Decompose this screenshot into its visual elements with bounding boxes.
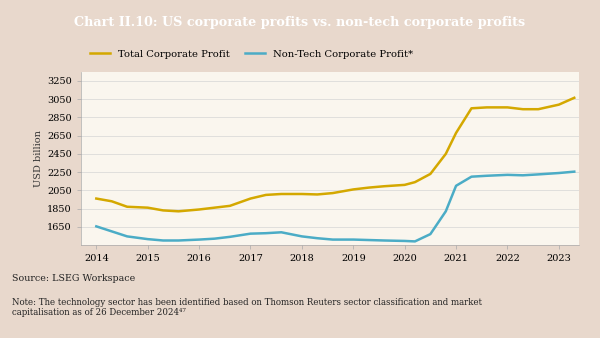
- Non-Tech Corporate Profit*: [412, 239, 419, 243]
- Non-Tech Corporate Profit*: [196, 238, 203, 242]
- Text: Source: LSEG Workspace: Source: LSEG Workspace: [12, 274, 135, 283]
- Total Corporate Profit: [160, 208, 167, 213]
- Non-Tech Corporate Profit*: [519, 173, 526, 177]
- Text: Note: The technology sector has been identified based on Thomson Reuters sector : Note: The technology sector has been ide…: [12, 298, 482, 317]
- Total Corporate Profit: [108, 199, 115, 203]
- Total Corporate Profit: [93, 196, 100, 200]
- Total Corporate Profit: [314, 192, 321, 196]
- Non-Tech Corporate Profit*: [504, 173, 511, 177]
- Total Corporate Profit: [144, 206, 151, 210]
- Total Corporate Profit: [278, 192, 285, 196]
- Non-Tech Corporate Profit*: [329, 238, 337, 242]
- Total Corporate Profit: [175, 209, 182, 213]
- Total Corporate Profit: [412, 180, 419, 184]
- Total Corporate Profit: [329, 191, 337, 195]
- Non-Tech Corporate Profit*: [427, 232, 434, 236]
- Non-Tech Corporate Profit*: [226, 235, 233, 239]
- Legend: Total Corporate Profit, Non-Tech Corporate Profit*: Total Corporate Profit, Non-Tech Corpora…: [86, 46, 417, 63]
- Non-Tech Corporate Profit*: [175, 239, 182, 243]
- Non-Tech Corporate Profit*: [160, 239, 167, 243]
- Total Corporate Profit: [298, 192, 305, 196]
- Non-Tech Corporate Profit*: [298, 234, 305, 238]
- Total Corporate Profit: [427, 172, 434, 176]
- Non-Tech Corporate Profit*: [93, 224, 100, 228]
- Non-Tech Corporate Profit*: [211, 237, 218, 241]
- Non-Tech Corporate Profit*: [555, 171, 562, 175]
- Total Corporate Profit: [504, 105, 511, 110]
- Non-Tech Corporate Profit*: [483, 174, 490, 178]
- Non-Tech Corporate Profit*: [124, 234, 131, 238]
- Total Corporate Profit: [365, 186, 372, 190]
- Non-Tech Corporate Profit*: [144, 237, 151, 241]
- Non-Tech Corporate Profit*: [247, 232, 254, 236]
- Text: Chart II.10: US corporate profits vs. non-tech corporate profits: Chart II.10: US corporate profits vs. no…: [74, 16, 526, 29]
- Total Corporate Profit: [571, 96, 578, 100]
- Non-Tech Corporate Profit*: [262, 231, 269, 235]
- Total Corporate Profit: [535, 107, 542, 111]
- Total Corporate Profit: [401, 183, 408, 187]
- Non-Tech Corporate Profit*: [278, 230, 285, 234]
- Non-Tech Corporate Profit*: [108, 230, 115, 234]
- Line: Non-Tech Corporate Profit*: Non-Tech Corporate Profit*: [97, 172, 574, 241]
- Non-Tech Corporate Profit*: [380, 239, 388, 243]
- Line: Total Corporate Profit: Total Corporate Profit: [97, 98, 574, 211]
- Y-axis label: USD billion: USD billion: [34, 130, 43, 187]
- Non-Tech Corporate Profit*: [535, 172, 542, 176]
- Total Corporate Profit: [124, 205, 131, 209]
- Non-Tech Corporate Profit*: [314, 236, 321, 240]
- Total Corporate Profit: [452, 131, 460, 135]
- Non-Tech Corporate Profit*: [571, 170, 578, 174]
- Total Corporate Profit: [442, 152, 449, 156]
- Non-Tech Corporate Profit*: [401, 239, 408, 243]
- Non-Tech Corporate Profit*: [452, 184, 460, 188]
- Total Corporate Profit: [262, 193, 269, 197]
- Total Corporate Profit: [380, 184, 388, 188]
- Total Corporate Profit: [483, 105, 490, 110]
- Total Corporate Profit: [226, 204, 233, 208]
- Total Corporate Profit: [196, 208, 203, 212]
- Total Corporate Profit: [247, 196, 254, 200]
- Total Corporate Profit: [211, 206, 218, 210]
- Non-Tech Corporate Profit*: [442, 209, 449, 213]
- Non-Tech Corporate Profit*: [468, 175, 475, 179]
- Non-Tech Corporate Profit*: [365, 238, 372, 242]
- Total Corporate Profit: [350, 187, 357, 191]
- Non-Tech Corporate Profit*: [350, 238, 357, 242]
- Total Corporate Profit: [468, 106, 475, 110]
- Total Corporate Profit: [519, 107, 526, 111]
- Total Corporate Profit: [555, 103, 562, 107]
